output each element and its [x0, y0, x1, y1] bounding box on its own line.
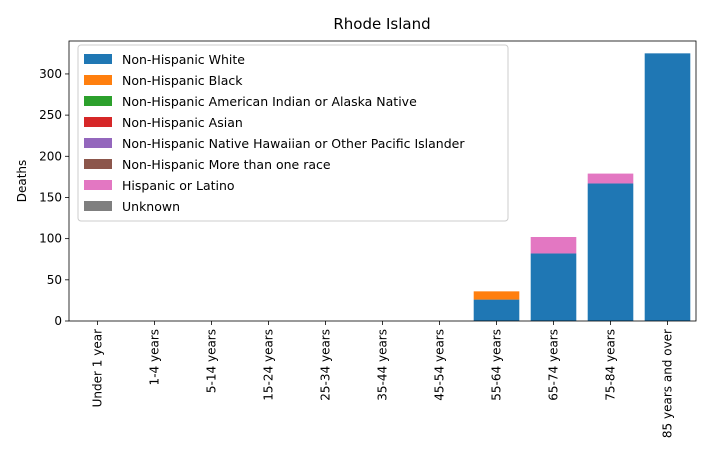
legend-swatch — [84, 159, 112, 169]
x-tick-label: 65-74 years — [547, 329, 561, 401]
legend-swatch — [84, 54, 112, 64]
x-tick-label: 25-34 years — [319, 329, 333, 401]
y-tick-label: 150 — [39, 190, 62, 204]
legend-label: Non-Hispanic Native Hawaiian or Other Pa… — [122, 136, 465, 151]
bar-segment-series-1-cat-7 — [473, 291, 520, 300]
bars-layer — [473, 53, 691, 321]
bar-segment-series-6-cat-9 — [587, 173, 634, 184]
x-tick-label: 75-84 years — [604, 329, 618, 401]
legend-label: Hispanic or Latino — [122, 178, 235, 193]
x-tick-label: 55-64 years — [490, 329, 504, 401]
x-tick-label: 35-44 years — [376, 329, 390, 401]
y-axis-label: Deaths — [15, 160, 29, 203]
y-tick-label: 250 — [39, 108, 62, 122]
chart-title: Rhode Island — [333, 15, 430, 33]
x-tick-label: 45-54 years — [433, 329, 447, 401]
y-tick-label: 200 — [39, 149, 62, 163]
legend-swatch — [84, 138, 112, 148]
y-tick-label: 300 — [39, 67, 62, 81]
y-tick-label: 100 — [39, 232, 62, 246]
legend-label: Non-Hispanic White — [122, 52, 245, 67]
legend-label: Non-Hispanic Asian — [122, 115, 243, 130]
legend: Non-Hispanic White Non-Hispanic Black Non-… — [77, 44, 509, 222]
axes-layer: 0 50 100 150 200 250 300 Under 1 year 1-4 years 5… — [39, 40, 697, 438]
x-tick-label: Under 1 year — [91, 329, 105, 407]
legend-label: Non-Hispanic Black — [122, 73, 243, 88]
legend-swatch — [84, 201, 112, 211]
legend-label: Non-Hispanic American Indian or Alaska N… — [122, 94, 417, 109]
bar-segment-series-0-cat-8 — [530, 253, 577, 321]
legend-swatch — [84, 117, 112, 127]
y-tick-label: 0 — [54, 314, 62, 328]
bar-segment-series-0-cat-10 — [644, 53, 691, 321]
legend-box — [77, 44, 509, 222]
y-tick-label: 50 — [47, 273, 62, 287]
legend-swatch — [84, 96, 112, 106]
x-tick-label: 15-24 years — [262, 329, 276, 401]
x-tick-label: 5-14 years — [205, 329, 219, 393]
bar-segment-series-6-cat-8 — [530, 237, 577, 254]
bar-segment-series-0-cat-9 — [587, 183, 634, 321]
legend-label: Non-Hispanic More than one race — [122, 157, 331, 172]
x-tick-label: 1-4 years — [148, 329, 162, 385]
x-tick-label: 85 years and over — [661, 329, 675, 438]
legend-swatch — [84, 180, 112, 190]
legend-swatch — [84, 75, 112, 85]
legend-label: Unknown — [122, 199, 180, 214]
bar-segment-series-0-cat-7 — [473, 299, 520, 321]
